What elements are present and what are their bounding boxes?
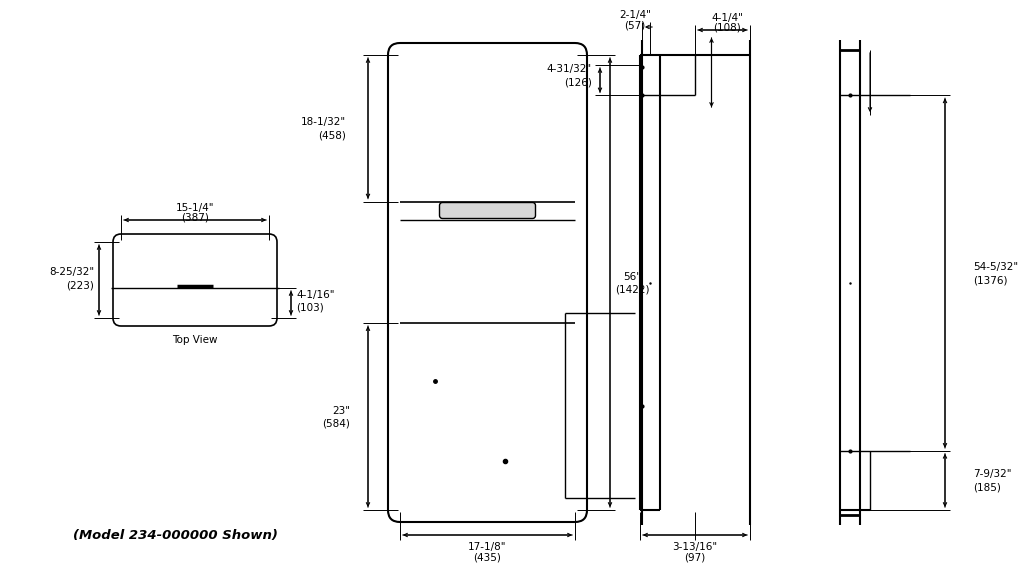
Text: (223): (223) [67, 280, 94, 290]
Text: (1422): (1422) [615, 285, 649, 294]
Text: (185): (185) [973, 482, 1000, 492]
Text: 18-1/32": 18-1/32" [301, 117, 346, 127]
Text: (387): (387) [181, 213, 209, 223]
Text: 7-9/32": 7-9/32" [973, 469, 1012, 479]
Text: 3-13/16": 3-13/16" [672, 542, 717, 552]
Text: Top View: Top View [172, 335, 217, 345]
Text: 4-1/4": 4-1/4" [711, 13, 743, 23]
Text: (126): (126) [564, 77, 592, 87]
Text: 4-31/32": 4-31/32" [547, 64, 592, 74]
Text: 23": 23" [332, 406, 350, 415]
Text: 17-1/8": 17-1/8" [468, 542, 506, 552]
Text: 8-25/32": 8-25/32" [49, 267, 94, 277]
Text: (458): (458) [318, 130, 346, 140]
Text: 56": 56" [623, 272, 641, 281]
Text: 2-1/4": 2-1/4" [619, 10, 651, 20]
Text: (57): (57) [624, 20, 646, 30]
Text: (435): (435) [474, 552, 501, 562]
Text: 15-1/4": 15-1/4" [175, 203, 214, 213]
Text: (103): (103) [296, 303, 324, 313]
FancyBboxPatch shape [440, 203, 535, 218]
Text: 54-5/32": 54-5/32" [973, 262, 1018, 272]
Text: (1376): (1376) [973, 275, 1008, 285]
Text: (Model 234-000000 Shown): (Model 234-000000 Shown) [73, 529, 278, 542]
Text: (584): (584) [322, 419, 350, 428]
Text: 4-1/16": 4-1/16" [296, 290, 334, 300]
Text: (108): (108) [713, 23, 741, 33]
Text: (97): (97) [685, 552, 705, 562]
